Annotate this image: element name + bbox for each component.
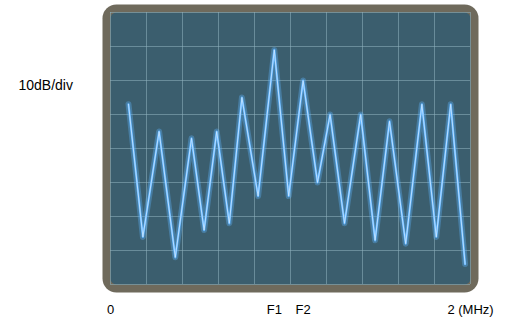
svg-text:F2: F2 <box>296 302 311 317</box>
svg-text:F1: F1 <box>267 302 282 317</box>
svg-text:2 (MHz): 2 (MHz) <box>447 302 493 317</box>
svg-text:0: 0 <box>107 302 114 317</box>
svg-text:10dB/div: 10dB/div <box>19 77 73 93</box>
